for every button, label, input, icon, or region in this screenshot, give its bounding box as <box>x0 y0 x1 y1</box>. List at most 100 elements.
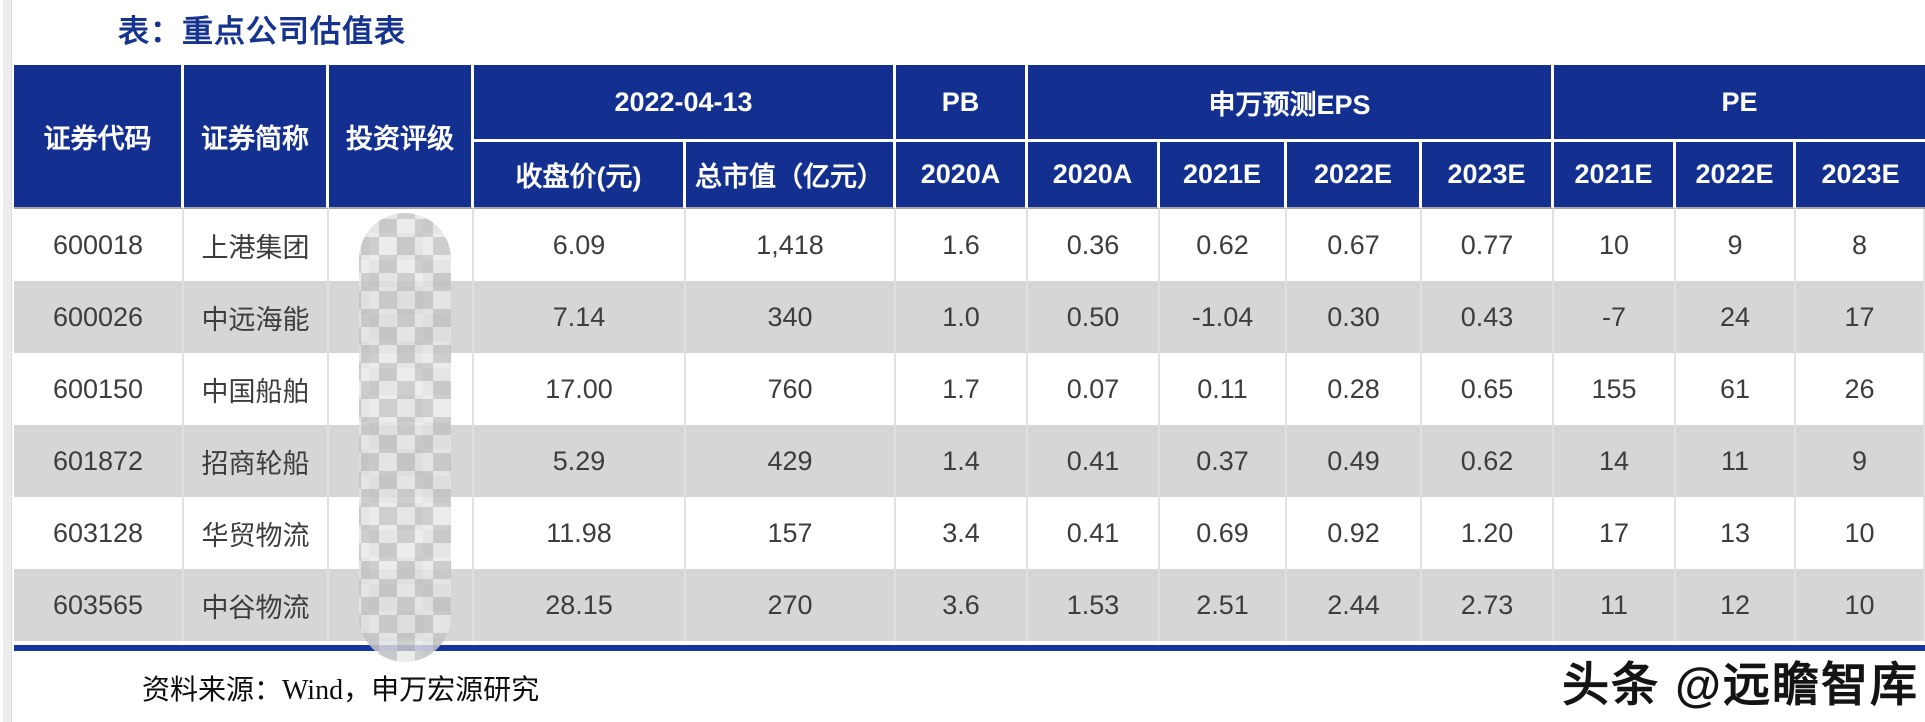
table-row: 601872 招商轮船 5.29 429 1.4 0.41 0.37 0.49 … <box>14 425 1925 497</box>
cell-pe-2021e: 17 <box>1554 497 1677 569</box>
cell-code: 600150 <box>14 353 184 425</box>
cell-eps-2022e: 0.49 <box>1287 425 1422 497</box>
cell-name: 上港集团 <box>184 209 329 281</box>
cell-pe-2021e: 11 <box>1554 569 1677 641</box>
cell-pe-2022e: 13 <box>1676 497 1797 569</box>
cell-pe-2023e: 10 <box>1796 569 1925 641</box>
col-header-pe-2021e: 2021E <box>1554 142 1677 209</box>
col-header-mcap: 总市值（亿元） <box>686 142 896 209</box>
cell-eps-2022e: 0.67 <box>1287 209 1422 281</box>
cell-eps-2021e: -1.04 <box>1160 281 1287 353</box>
col-header-pb-2020a: 2020A <box>896 142 1028 209</box>
table-row: 603128 华贸物流 11.98 157 3.4 0.41 0.69 0.92… <box>14 497 1925 569</box>
cell-pe-2023e: 10 <box>1796 497 1925 569</box>
col-header-eps-2021e: 2021E <box>1160 142 1287 209</box>
cell-eps-2023e: 2.73 <box>1422 569 1555 641</box>
cell-code: 603565 <box>14 569 184 641</box>
table-row: 600026 中远海能 7.14 340 1.0 0.50 -1.04 0.30… <box>14 281 1925 353</box>
col-header-pe-2023e: 2023E <box>1796 142 1925 209</box>
cell-eps-2021e: 2.51 <box>1160 569 1287 641</box>
cell-mcap: 1,418 <box>686 209 896 281</box>
cell-pb-2020a: 1.4 <box>896 425 1028 497</box>
cell-pb-2020a: 1.0 <box>896 281 1028 353</box>
valuation-table: 证券代码 证券简称 投资评级 2022-04-13 PB 申万预测EPS PE … <box>14 65 1925 641</box>
cell-close: 11.98 <box>474 497 686 569</box>
cell-mcap: 340 <box>686 281 896 353</box>
col-header-close: 收盘价(元) <box>474 142 686 209</box>
cell-eps-2023e: 0.65 <box>1422 353 1555 425</box>
header-row-groups: 证券代码 证券简称 投资评级 2022-04-13 PB 申万预测EPS PE <box>14 65 1925 209</box>
cell-mcap: 429 <box>686 425 896 497</box>
cell-mcap: 157 <box>686 497 896 569</box>
cell-code: 600026 <box>14 281 184 353</box>
cell-eps-2021e: 0.11 <box>1160 353 1287 425</box>
col-header-eps-2022e: 2022E <box>1287 142 1422 209</box>
cell-pe-2022e: 11 <box>1676 425 1797 497</box>
cell-name: 中远海能 <box>184 281 329 353</box>
cell-close: 5.29 <box>474 425 686 497</box>
header-row-sub: 收盘价(元) 总市值（亿元） 2020A 2020A 2021E 2022E 2… <box>14 142 1925 209</box>
cell-pe-2023e: 26 <box>1796 353 1925 425</box>
cell-eps-2022e: 0.28 <box>1287 353 1422 425</box>
cell-code: 601872 <box>14 425 184 497</box>
cell-pe-2021e: 14 <box>1554 425 1677 497</box>
col-header-pe-2022e: 2022E <box>1676 142 1797 209</box>
cell-name: 中谷物流 <box>184 569 329 641</box>
cell-eps-2022e: 0.92 <box>1287 497 1422 569</box>
source-note: 资料来源：Wind，申万宏源研究 <box>142 675 540 706</box>
col-header-code: 证券代码 <box>14 65 184 209</box>
cell-eps-2020a: 0.50 <box>1028 281 1160 353</box>
table-row: 603565 中谷物流 28.15 270 3.6 1.53 2.51 2.44… <box>14 569 1925 641</box>
col-header-name: 证券简称 <box>184 65 329 209</box>
cell-eps-2021e: 0.62 <box>1160 209 1287 281</box>
cell-pe-2023e: 17 <box>1796 281 1925 353</box>
col-header-rating: 投资评级 <box>329 65 474 209</box>
cell-eps-2023e: 0.77 <box>1422 209 1555 281</box>
cell-eps-2023e: 0.62 <box>1422 425 1555 497</box>
cell-eps-2021e: 0.37 <box>1160 425 1287 497</box>
rating-column-redaction-blur <box>359 213 451 662</box>
cell-pb-2020a: 1.6 <box>896 209 1028 281</box>
page-title: 表：重点公司估值表 <box>118 14 406 49</box>
col-group-pe: PE <box>1554 65 1925 142</box>
cell-close: 28.15 <box>474 569 686 641</box>
cell-pe-2022e: 24 <box>1676 281 1797 353</box>
col-group-pb: PB <box>896 65 1028 142</box>
cell-eps-2023e: 1.20 <box>1422 497 1555 569</box>
col-group-date: 2022-04-13 <box>474 65 896 142</box>
cell-mcap: 270 <box>686 569 896 641</box>
page-left-edge-strip <box>3 0 12 722</box>
cell-name: 华贸物流 <box>184 497 329 569</box>
cell-pe-2021e: 10 <box>1554 209 1677 281</box>
watermark: 头条 @远瞻智库 <box>1562 658 1919 711</box>
table-bottom-rule <box>14 645 1925 651</box>
table-row: 600150 中国船舶 17.00 760 1.7 0.07 0.11 0.28… <box>14 353 1925 425</box>
cell-eps-2021e: 0.69 <box>1160 497 1287 569</box>
cell-eps-2020a: 0.07 <box>1028 353 1160 425</box>
cell-eps-2023e: 0.43 <box>1422 281 1555 353</box>
col-group-eps: 申万预测EPS <box>1028 65 1555 142</box>
cell-eps-2022e: 0.30 <box>1287 281 1422 353</box>
cell-code: 603128 <box>14 497 184 569</box>
col-header-eps-2023e: 2023E <box>1422 142 1555 209</box>
cell-eps-2022e: 2.44 <box>1287 569 1422 641</box>
cell-pe-2023e: 9 <box>1796 425 1925 497</box>
cell-pe-2021e: 155 <box>1554 353 1677 425</box>
cell-eps-2020a: 1.53 <box>1028 569 1160 641</box>
cell-pe-2021e: -7 <box>1554 281 1677 353</box>
cell-name: 招商轮船 <box>184 425 329 497</box>
table-row: 600018 上港集团 6.09 1,418 1.6 0.36 0.62 0.6… <box>14 209 1925 281</box>
cell-pe-2023e: 8 <box>1796 209 1925 281</box>
cell-pb-2020a: 3.6 <box>896 569 1028 641</box>
cell-pb-2020a: 3.4 <box>896 497 1028 569</box>
cell-eps-2020a: 0.36 <box>1028 209 1160 281</box>
cell-name: 中国船舶 <box>184 353 329 425</box>
col-header-eps-2020a: 2020A <box>1028 142 1160 209</box>
cell-close: 7.14 <box>474 281 686 353</box>
cell-close: 6.09 <box>474 209 686 281</box>
cell-mcap: 760 <box>686 353 896 425</box>
cell-close: 17.00 <box>474 353 686 425</box>
cell-eps-2020a: 0.41 <box>1028 497 1160 569</box>
cell-eps-2020a: 0.41 <box>1028 425 1160 497</box>
